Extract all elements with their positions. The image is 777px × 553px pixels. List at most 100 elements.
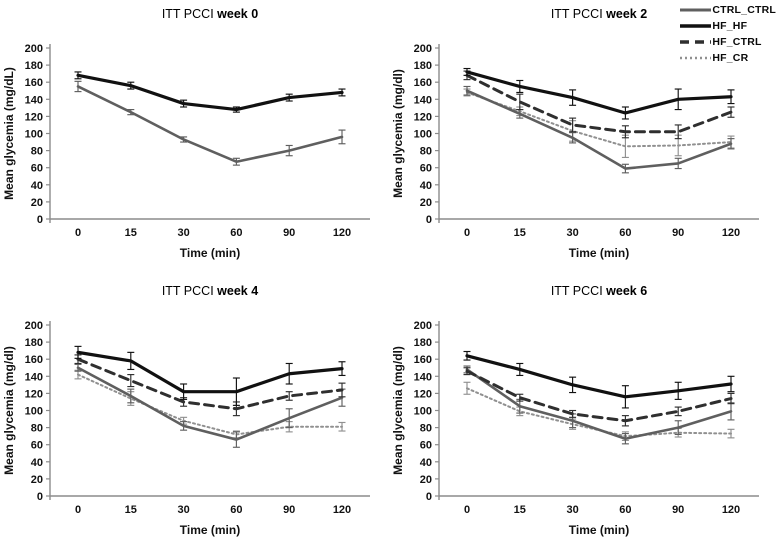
y-axis-label: Mean glycemia (mg/dl)	[391, 69, 405, 198]
series-hf-ctrl	[463, 367, 735, 427]
series-line	[76, 73, 344, 112]
x-tick-label: 90	[283, 504, 295, 516]
series-hf-hf	[463, 67, 735, 120]
y-tick-label: 160	[414, 77, 432, 89]
x-tick-label: 15	[514, 504, 526, 516]
legend-label: HF_CR	[712, 52, 749, 64]
y-tick-label: 20	[420, 474, 432, 486]
x-axis-label: Time (min)	[180, 523, 240, 537]
y-tick-label: 80	[420, 146, 432, 158]
x-tick-label: 0	[75, 227, 81, 239]
chart-svg: ITT PCCI week 6 0 20 40 60 80 100 120 140 160 180 2…	[391, 284, 759, 537]
series-hf-hf	[74, 71, 346, 113]
y-tick-label: 60	[31, 440, 43, 452]
legend-item-hf-ctrl: HF_CTRL	[679, 35, 776, 49]
y-tick-label: 0	[37, 491, 43, 503]
x-tick-label: 30	[566, 227, 578, 239]
y-tick-label: 120	[25, 388, 43, 400]
series-line	[465, 89, 733, 170]
x-tick-label: 60	[619, 227, 631, 239]
chart-week-0: ITT PCCI week 0 0 20 40 60 80 100 120 140 160 180 2…	[0, 0, 388, 276]
x-tick-label: 120	[722, 227, 740, 239]
chart-week-2: ITT PCCI week 2 0 20 40 60 80 100 120 140 160 180 2…	[389, 0, 777, 276]
x-tick-label: 60	[230, 227, 242, 239]
x-tick-label: 30	[566, 504, 578, 516]
series-line	[465, 70, 733, 115]
series-line	[76, 85, 344, 164]
series-line	[465, 73, 733, 134]
y-tick-label: 40	[31, 180, 43, 192]
y-tick-label: 140	[25, 94, 43, 106]
y-tick-label: 20	[31, 474, 43, 486]
x-axis-label: Time (min)	[180, 246, 240, 260]
legend-line-sample-ctrl-ctrl	[680, 8, 712, 12]
y-axis-label: Mean glycemia (mg/dl)	[391, 346, 405, 475]
y-tick-label: 0	[37, 214, 43, 226]
series-line	[465, 354, 733, 399]
x-tick-label: 120	[333, 504, 351, 516]
legend-label: HF_CTRL	[712, 36, 762, 48]
y-tick-label: 160	[25, 77, 43, 89]
x-axis-label: Time (min)	[569, 523, 629, 537]
series-line	[76, 366, 344, 441]
legend-item-hf-hf: HF_HF	[679, 19, 776, 33]
x-tick-label: 30	[177, 227, 189, 239]
series-line	[466, 91, 732, 148]
legend-line-sample-hf-ctrl	[680, 40, 712, 44]
y-tick-label: 120	[414, 111, 432, 123]
x-tick-label: 120	[333, 227, 351, 239]
y-tick-label: 60	[420, 440, 432, 452]
x-tick-label: 0	[464, 227, 470, 239]
y-tick-label: 20	[31, 197, 43, 209]
y-axis-label: Mean glycemia (mg/dl)	[2, 346, 16, 475]
x-tick-label: 90	[672, 504, 684, 516]
y-tick-label: 160	[25, 354, 43, 366]
x-tick-label: 0	[75, 504, 81, 516]
y-tick-label: 20	[420, 197, 432, 209]
x-tick-label: 0	[464, 504, 470, 516]
y-tick-label: 200	[414, 320, 432, 332]
series-line	[76, 357, 344, 411]
y-tick-label: 180	[25, 337, 43, 349]
legend-label: CTRL_CTRL	[712, 4, 776, 16]
y-tick-label: 140	[414, 94, 432, 106]
legend-line-sample-hf-cr	[680, 56, 712, 60]
legend: CTRL_CTRL HF_HF HF_CTRL HF_CR	[679, 3, 776, 65]
y-tick-label: 80	[420, 423, 432, 435]
y-tick-label: 160	[414, 354, 432, 366]
chart-title: ITT PCCI week 6	[551, 284, 647, 298]
y-tick-label: 180	[414, 337, 432, 349]
x-tick-label: 90	[283, 227, 295, 239]
chart-title: ITT PCCI week 2	[551, 7, 647, 21]
y-tick-label: 60	[420, 163, 432, 175]
series-ctrl-ctrl	[74, 80, 346, 166]
y-tick-label: 40	[420, 180, 432, 192]
y-tick-label: 60	[31, 163, 43, 175]
y-tick-label: 200	[25, 320, 43, 332]
series-hf-ctrl	[74, 354, 346, 417]
error-bar	[285, 391, 293, 401]
y-tick-label: 0	[426, 214, 432, 226]
y-tick-label: 100	[25, 129, 43, 141]
y-tick-label: 140	[414, 371, 432, 383]
error-bar	[674, 124, 682, 140]
series-line	[77, 373, 343, 436]
series-hf-hf	[463, 350, 735, 409]
chart-svg: ITT PCCI week 2 0 20 40 60 80 100 120 140 160 180 2…	[391, 7, 759, 260]
x-tick-label: 15	[125, 504, 137, 516]
y-axis-label: Mean glycemia (mg/dL)	[2, 67, 16, 200]
x-tick-label: 60	[230, 504, 242, 516]
chart-svg: ITT PCCI week 0 0 20 40 60 80 100 120 140 160 180 2…	[2, 7, 370, 260]
series-hf-ctrl	[463, 70, 735, 140]
legend-item-hf-cr: HF_CR	[679, 51, 776, 65]
x-tick-label: 60	[619, 504, 631, 516]
x-tick-label: 120	[722, 504, 740, 516]
y-tick-label: 180	[25, 60, 43, 72]
chart-svg: ITT PCCI week 4 0 20 40 60 80 100 120 140 160 180 2…	[2, 284, 370, 537]
chart-week-4: ITT PCCI week 4 0 20 40 60 80 100 120 140 160 180 2…	[0, 277, 388, 553]
error-bar	[569, 117, 577, 133]
chart-title: ITT PCCI week 0	[162, 7, 258, 21]
y-tick-label: 80	[31, 423, 43, 435]
chart-week-6: ITT PCCI week 6 0 20 40 60 80 100 120 140 160 180 2…	[389, 277, 777, 553]
legend-item-ctrl-ctrl: CTRL_CTRL	[679, 3, 776, 17]
